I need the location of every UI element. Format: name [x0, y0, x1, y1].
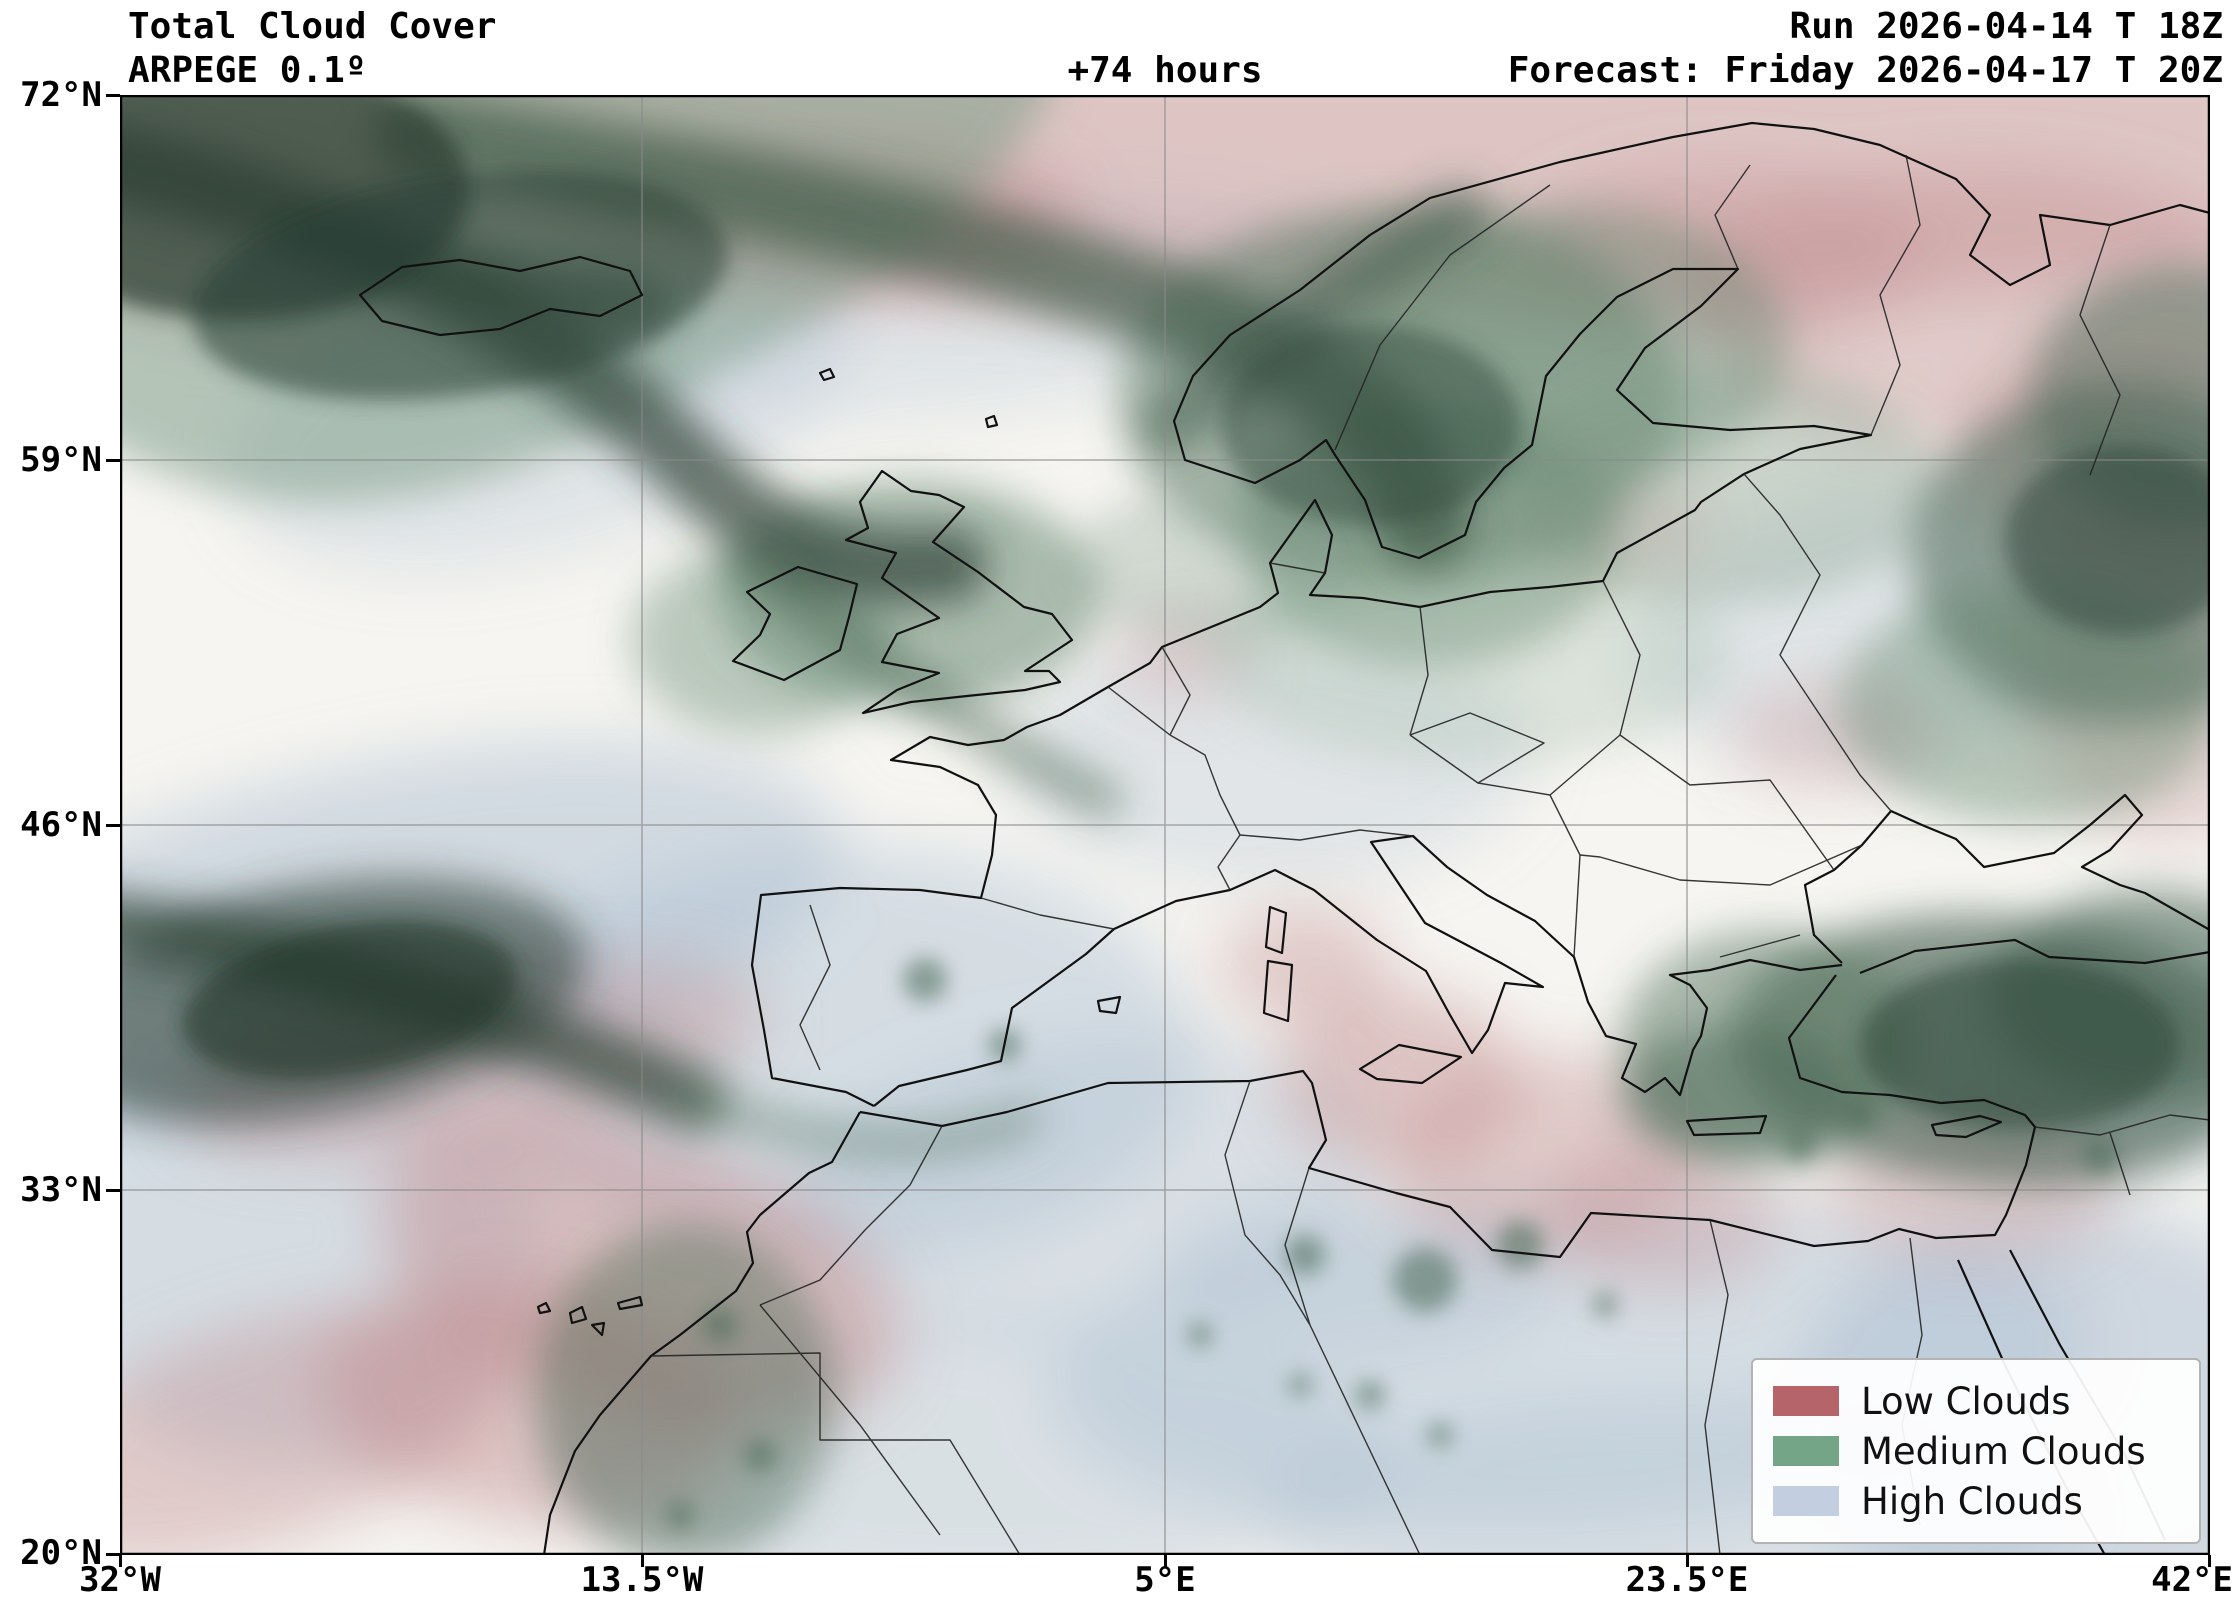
legend-label: Low Clouds	[1861, 1379, 2071, 1423]
x-axis-label: 23.5°E	[1625, 1560, 1749, 1600]
map-svg	[120, 95, 2210, 1555]
y-tickmark	[106, 1189, 120, 1192]
country-borders	[650, 154, 2210, 1555]
chart-title: Total Cloud Cover	[128, 6, 497, 47]
run-label: Run 2026-04-14 T 18Z	[1789, 6, 2223, 47]
forecast-label: Forecast: Friday 2026-04-17 T 20Z	[1507, 50, 2223, 91]
y-axis-label: 46°N	[20, 805, 102, 845]
x-tickmark	[2208, 1555, 2211, 1567]
legend-item-low: Low Clouds	[1773, 1376, 2179, 1426]
map-plot	[120, 95, 2210, 1555]
medium-clouds-swatch	[1773, 1436, 1839, 1466]
legend-item-medium: Medium Clouds	[1773, 1426, 2179, 1476]
cloud-speckles	[666, 958, 2118, 1529]
legend-label: High Clouds	[1861, 1479, 2083, 1523]
x-axis-label: 32°W	[79, 1560, 161, 1600]
plot-frame	[120, 95, 2210, 1555]
y-tickmark	[106, 824, 120, 827]
legend-label: Medium Clouds	[1861, 1429, 2146, 1473]
x-tickmark	[1164, 1555, 1167, 1567]
y-tickmark	[106, 1553, 120, 1556]
legend: Low Clouds Medium Clouds High Clouds	[1751, 1358, 2201, 1544]
low-clouds-swatch	[1773, 1386, 1839, 1416]
coastlines	[358, 121, 2210, 1555]
gridlines	[120, 95, 2210, 1555]
model-label: ARPEGE 0.1º	[128, 50, 367, 91]
y-axis-label: 33°N	[20, 1170, 102, 1210]
y-axis-label: 20°N	[20, 1533, 102, 1573]
y-axis-label: 59°N	[20, 440, 102, 480]
legend-item-high: High Clouds	[1773, 1476, 2179, 1526]
y-tickmark	[106, 459, 120, 462]
x-tickmark	[1686, 1555, 1689, 1567]
high-clouds-swatch	[1773, 1486, 1839, 1516]
x-tickmark	[641, 1555, 644, 1567]
y-axis-label: 72°N	[20, 75, 102, 115]
y-tickmark	[106, 94, 120, 97]
x-axis-label: 5°E	[1134, 1560, 1196, 1600]
x-axis-label: 13.5°W	[580, 1560, 704, 1600]
cloud-dark-cores	[120, 95, 2210, 1130]
x-tickmark	[119, 1555, 122, 1567]
lead-time-label: +74 hours	[1067, 50, 1263, 91]
x-axis-label: 42°E	[2151, 1560, 2233, 1600]
